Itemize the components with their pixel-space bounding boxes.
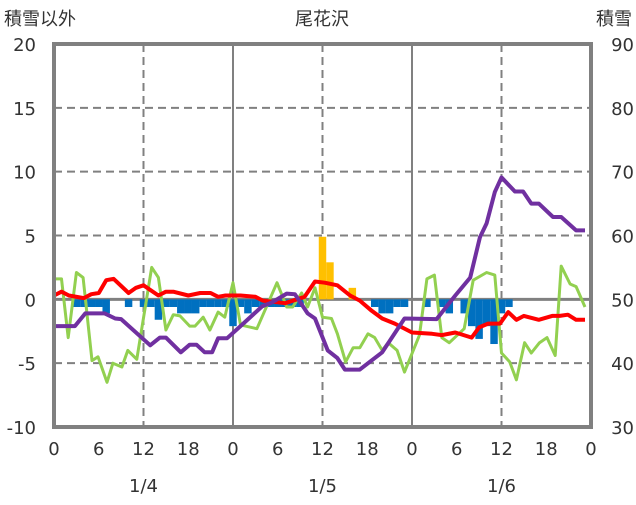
y-tick-left: 0	[25, 290, 36, 311]
bar-negative	[244, 299, 252, 314]
bar-negative	[87, 299, 96, 307]
series-line-purple	[54, 175, 585, 372]
x-tick: 18	[356, 439, 379, 460]
bar-negative	[497, 299, 506, 314]
date-label: 1/5	[308, 476, 337, 497]
bar-negative	[162, 299, 170, 307]
x-tick: 0	[406, 439, 417, 460]
x-tick: 12	[490, 439, 513, 460]
y-tick-left: 15	[13, 99, 36, 120]
plot-frame	[52, 42, 593, 429]
y-tick-right: 30	[611, 418, 634, 439]
x-tick: 6	[93, 439, 104, 460]
bar-negative	[393, 299, 401, 307]
y-tick-left: -5	[18, 354, 36, 375]
bar-negative	[102, 299, 110, 314]
bars	[72, 236, 513, 345]
bar-positive	[326, 262, 334, 300]
bar-negative	[288, 299, 297, 307]
bar-negative	[482, 299, 491, 327]
x-tick: 0	[585, 439, 596, 460]
grid	[54, 44, 591, 427]
x-tick: 18	[177, 439, 200, 460]
bar-negative	[385, 299, 394, 314]
bar-negative	[236, 299, 245, 307]
bar-negative	[139, 299, 148, 307]
bar-negative	[378, 299, 386, 314]
bar-negative	[72, 299, 81, 307]
y-tick-left: 20	[13, 35, 36, 56]
y-tick-right: 60	[611, 227, 634, 248]
left-axis-title: 積雪以外	[4, 9, 76, 30]
bar-negative	[370, 299, 379, 307]
bar-positive	[348, 287, 357, 300]
y-tick-right: 40	[611, 354, 634, 375]
bar-negative	[229, 299, 237, 327]
x-tick: 0	[227, 439, 238, 460]
bar-negative	[147, 299, 155, 307]
bar-negative	[80, 299, 88, 307]
bar-negative	[124, 299, 133, 307]
x-tick: 12	[311, 439, 334, 460]
series-line-green	[54, 264, 587, 384]
bar-negative	[221, 299, 230, 307]
x-tick: 6	[451, 439, 462, 460]
bar-negative	[177, 299, 185, 314]
plot-border	[52, 42, 593, 429]
y-tick-right: 50	[611, 290, 634, 311]
bar-negative	[184, 299, 192, 314]
bar-negative	[169, 299, 178, 307]
bar-negative	[423, 299, 431, 307]
y-tick-right: 90	[611, 35, 634, 56]
bar-negative	[505, 299, 513, 307]
date-label: 1/6	[487, 476, 516, 497]
bar-negative	[154, 299, 163, 320]
bar-negative	[445, 299, 454, 314]
bar-negative	[214, 299, 222, 307]
bar-negative	[206, 299, 215, 307]
y-tick-right: 70	[611, 163, 634, 184]
bar-negative	[191, 299, 200, 314]
bar-positive	[318, 236, 327, 300]
x-tick: 12	[132, 439, 155, 460]
bar-negative	[460, 299, 468, 314]
bar-negative	[95, 299, 103, 307]
y-tick-left: -10	[7, 418, 36, 439]
x-tick: 0	[48, 439, 59, 460]
y-tick-left: 10	[13, 163, 36, 184]
y-tick-left: 5	[25, 227, 36, 248]
series-line-red	[53, 276, 585, 340]
bar-negative	[467, 299, 476, 327]
x-tick: 6	[272, 439, 283, 460]
bar-negative	[400, 299, 409, 307]
chart-title: 尾花沢	[295, 9, 349, 30]
right-axis-title: 積雪	[596, 9, 632, 30]
bar-negative	[259, 299, 267, 307]
bar-negative	[251, 299, 260, 307]
bar-negative	[475, 299, 483, 339]
x-tick: 18	[535, 439, 558, 460]
lines	[53, 175, 587, 384]
date-label: 1/4	[129, 476, 158, 497]
bar-negative	[438, 299, 446, 307]
bar-negative	[199, 299, 207, 307]
y-tick-right: 80	[611, 99, 634, 120]
